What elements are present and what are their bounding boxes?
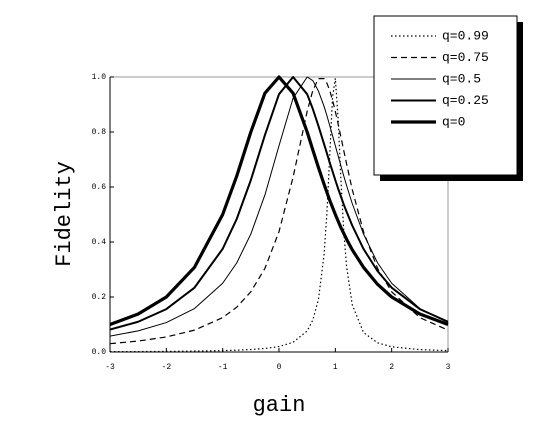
y-tick-label: 0.0 (92, 348, 107, 357)
y-tick-label: 0.6 (92, 183, 107, 192)
y-tick-label: 0.4 (92, 238, 107, 247)
series-line (109, 75, 449, 327)
legend-label: q=0.99 (442, 28, 489, 43)
legend-label: q=0.5 (442, 71, 481, 86)
series-line (109, 78, 449, 345)
x-axis-label: gain (253, 393, 306, 418)
legend-label: q=0.75 (442, 50, 489, 65)
x-tick-label: 2 (389, 363, 394, 372)
x-tick-label: -1 (218, 363, 228, 372)
legend (373, 15, 518, 176)
series-line (109, 76, 449, 331)
y-tick-label: 0.2 (92, 293, 107, 302)
y-axis-label: Fidelity (52, 161, 77, 267)
x-tick-label: -3 (105, 363, 115, 372)
x-tick-label: 3 (446, 363, 451, 372)
x-tick-label: 0 (277, 363, 282, 372)
series-line (109, 76, 449, 337)
legend-label: q=0.25 (442, 93, 489, 108)
legend-label: q=0 (442, 114, 465, 129)
x-tick-label: -2 (162, 363, 172, 372)
y-tick-label: 0.8 (92, 128, 107, 137)
x-tick-label: 1 (333, 363, 338, 372)
y-tick-label: 1.0 (92, 73, 107, 82)
